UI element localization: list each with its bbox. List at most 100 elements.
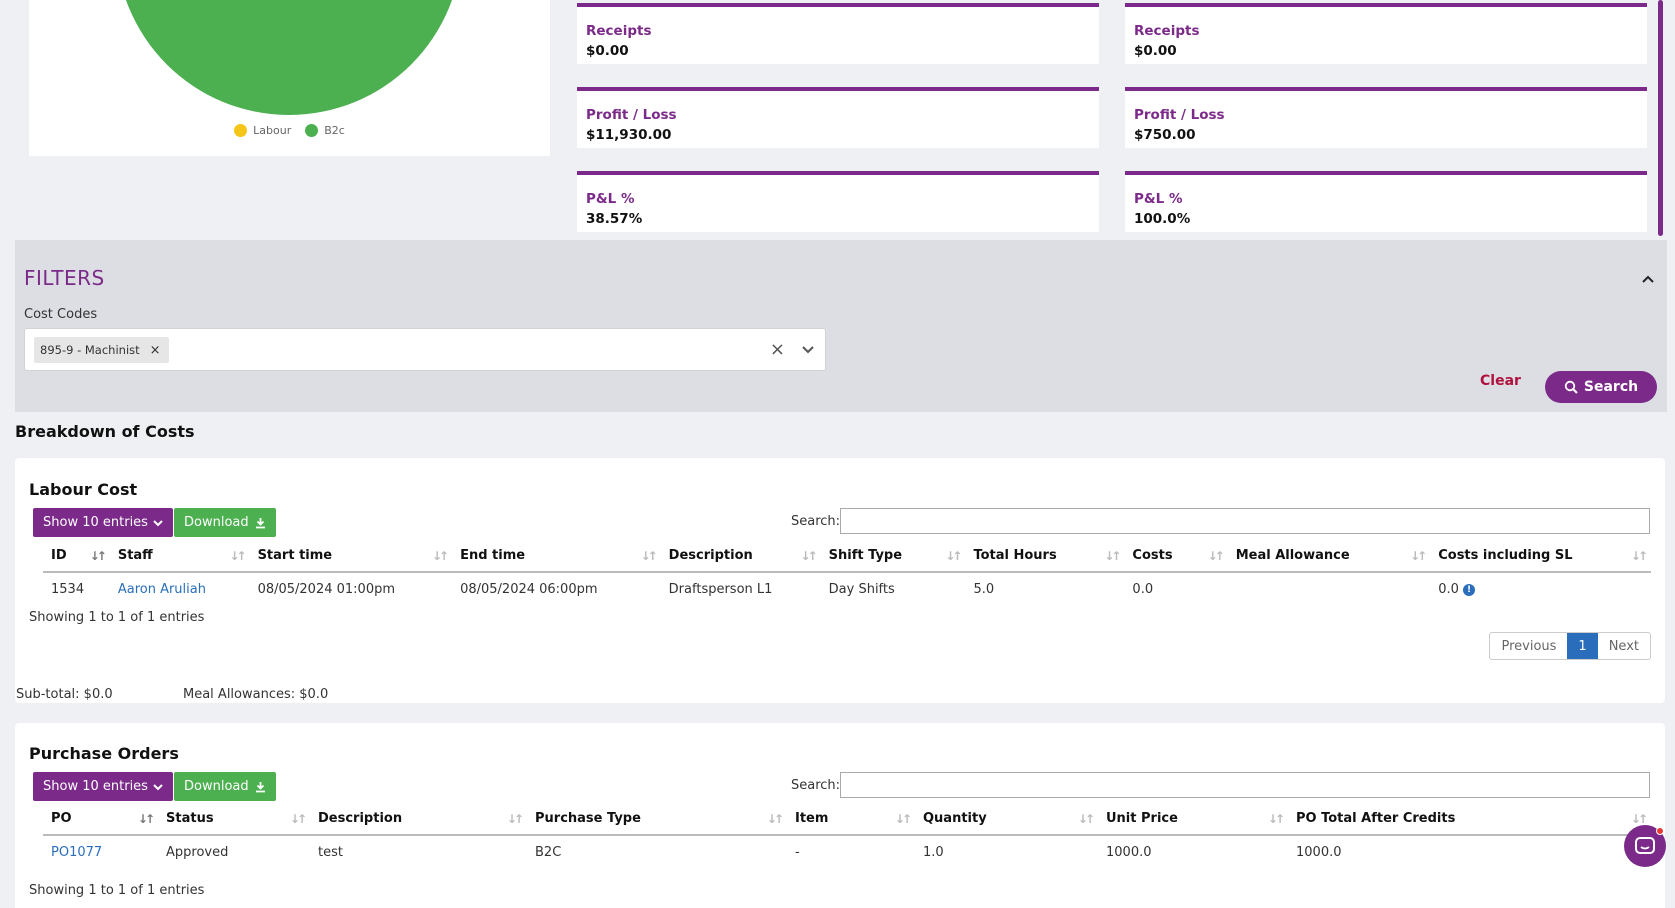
show-entries-button[interactable]: Show 10 entries	[33, 772, 173, 801]
purchase-orders-card: Purchase Orders Show 10 entries Download…	[15, 723, 1665, 908]
stat-profit-loss-left: Profit / Loss $11,930.00	[577, 87, 1099, 148]
download-icon	[255, 517, 265, 528]
labour-showing-info: Showing 1 to 1 of 1 entries	[29, 610, 205, 625]
cell-purchase-type: B2C	[535, 845, 562, 860]
cell-id: 1534	[51, 582, 85, 597]
staff-link[interactable]: Aaron Aruliah	[117, 582, 206, 597]
clear-button[interactable]: Clear	[1480, 373, 1521, 389]
chat-button[interactable]	[1624, 825, 1666, 867]
chevron-up-icon[interactable]	[1641, 272, 1655, 286]
pagination: Previous 1 Next	[1489, 632, 1651, 660]
cell-staff: Aaron Aruliah	[110, 572, 250, 606]
col-header-id[interactable]: ID ↓↑	[43, 540, 110, 573]
show-entries-button[interactable]: Show 10 entries	[33, 508, 173, 537]
stat-label: Profit / Loss	[1134, 107, 1225, 123]
legend-label-labour: Labour	[253, 124, 292, 137]
table-search-label: Search:	[791, 514, 841, 529]
legend-item-b2c[interactable]: B2c	[305, 124, 345, 137]
table-row: 1534 Aaron Aruliah 08/05/2024 01:00pm 08…	[43, 572, 1651, 606]
col-header-description[interactable]: Description ↓↑	[660, 540, 821, 573]
purchase-orders-title: Purchase Orders	[29, 744, 179, 763]
cell-status: Approved	[166, 845, 229, 860]
labour-subtotal: Sub-total: $0.0	[16, 687, 113, 702]
download-button[interactable]: Download	[174, 508, 276, 537]
info-icon[interactable]: !	[1463, 583, 1476, 596]
download-label: Download	[184, 515, 249, 530]
remove-tag-icon[interactable]: ×	[149, 342, 161, 358]
col-header-item[interactable]: Item ↓↑	[787, 803, 915, 836]
stat-pl-percent-right: P&L % 100.0%	[1125, 171, 1647, 232]
costs-sl-value: 0.0	[1438, 582, 1459, 597]
col-header-end-time[interactable]: End time ↓↑	[452, 540, 661, 573]
po-link[interactable]: PO1077	[51, 845, 103, 860]
labour-search-input[interactable]	[840, 508, 1650, 534]
chevron-down-icon	[153, 783, 163, 790]
stat-pl-percent-left: P&L % 38.57%	[577, 171, 1099, 232]
stat-value: 38.57%	[586, 211, 643, 227]
col-header-start-time[interactable]: Start time ↓↑	[249, 540, 453, 573]
cell-po: PO1077	[43, 835, 158, 869]
stat-label: Receipts	[1134, 23, 1200, 39]
legend-item-labour[interactable]: Labour	[234, 124, 291, 137]
show-entries-label: Show 10 entries	[43, 779, 148, 794]
filters-panel: FILTERS Cost Codes 895-9 - Machinist × ×…	[15, 240, 1667, 412]
pagination-page-1[interactable]: 1	[1567, 633, 1598, 659]
selected-tag-label: 895-9 - Machinist	[40, 343, 140, 357]
col-header-costs-including-sl[interactable]: Costs including SL ↓↑	[1430, 540, 1651, 573]
search-button[interactable]: Search	[1545, 371, 1657, 403]
cost-codes-select[interactable]: 895-9 - Machinist × ×	[24, 328, 826, 371]
col-header-quantity[interactable]: Quantity ↓↑	[915, 803, 1098, 836]
stat-value: $11,930.00	[586, 127, 672, 143]
labour-meal-allowances: Meal Allowances: $0.0	[183, 687, 329, 702]
chevron-down-icon	[153, 519, 163, 526]
stat-value: 100.0%	[1134, 211, 1191, 227]
chevron-down-icon[interactable]	[801, 343, 815, 357]
download-label: Download	[184, 779, 249, 794]
cell-start-time: 08/05/2024 01:00pm	[257, 582, 396, 597]
col-header-description[interactable]: Description ↓↑	[310, 803, 527, 836]
stat-receipts-right: Receipts $0.00	[1125, 3, 1647, 64]
col-header-staff[interactable]: Staff ↓↑	[109, 540, 250, 573]
download-icon	[255, 781, 265, 792]
col-header-unit-price[interactable]: Unit Price ↓↑	[1098, 803, 1288, 836]
col-header-po-total[interactable]: PO Total After Credits ↓↑	[1288, 803, 1651, 836]
cell-description: Draftsperson L1	[668, 582, 773, 597]
scroll-indicator[interactable]	[1658, 0, 1663, 236]
pagination-previous[interactable]: Previous	[1501, 638, 1557, 654]
col-header-meal-allowance[interactable]: Meal Allowance ↓↑	[1227, 540, 1431, 573]
col-header-status[interactable]: Status ↓↑	[158, 803, 310, 836]
search-icon	[1564, 380, 1578, 394]
pie-slice-b2c[interactable]	[116, 0, 462, 115]
table-row: PO1077 Approved test B2C - 1.0 1000.0 10…	[43, 835, 1651, 869]
cell-total-hours: 5.0	[973, 582, 995, 597]
labour-cost-table: ID ↓↑ Staff ↓↑ Start time ↓↑ End time ↓↑ Des…	[43, 540, 1651, 606]
cell-costs: 0.0	[1132, 582, 1154, 597]
col-header-shift-type[interactable]: Shift Type ↓↑	[820, 540, 966, 573]
stat-label: Receipts	[586, 23, 652, 39]
col-header-po[interactable]: PO ↓↑	[43, 803, 158, 836]
col-header-purchase-type[interactable]: Purchase Type ↓↑	[527, 803, 787, 836]
notification-badge	[1656, 827, 1664, 835]
search-button-label: Search	[1583, 379, 1639, 395]
cell-item: -	[795, 845, 800, 860]
col-header-costs[interactable]: Costs ↓↑	[1124, 540, 1228, 573]
pie-chart	[116, 0, 462, 115]
stat-label: P&L %	[1134, 191, 1183, 207]
stat-profit-loss-right: Profit / Loss $750.00	[1125, 87, 1647, 148]
col-header-total-hours[interactable]: Total Hours ↓↑	[965, 540, 1125, 573]
cell-unit-price: 1000.0	[1106, 845, 1152, 860]
legend-swatch-labour	[234, 124, 248, 137]
stat-label: Profit / Loss	[586, 107, 677, 123]
cell-quantity: 1.0	[923, 845, 944, 860]
selected-tag: 895-9 - Machinist ×	[34, 337, 169, 363]
clear-selection-icon[interactable]: ×	[769, 339, 785, 360]
table-header-row: ID ↓↑ Staff ↓↑ Start time ↓↑ End time ↓↑ Des…	[43, 540, 1651, 573]
table-header-row: PO ↓↑ Status ↓↑ Description ↓↑ Purchase Typ…	[43, 803, 1651, 836]
purchase-search-input[interactable]	[840, 772, 1650, 798]
pie-legend: Labour B2c	[29, 124, 550, 137]
cell-meal-allowance	[1228, 572, 1431, 606]
pagination-next[interactable]: Next	[1608, 638, 1639, 654]
download-button[interactable]: Download	[174, 772, 276, 801]
stat-value: $0.00	[586, 43, 629, 59]
